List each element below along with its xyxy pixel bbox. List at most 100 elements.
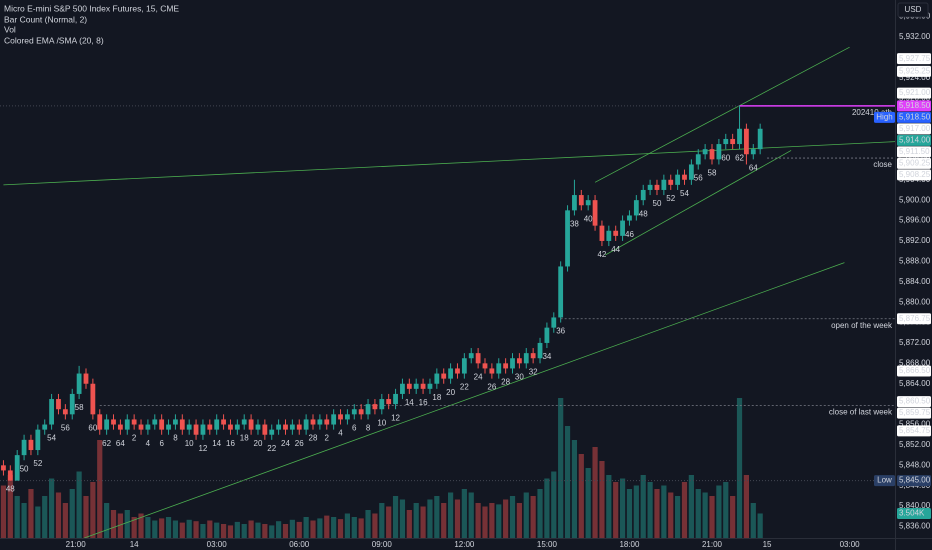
level-label: close — [873, 160, 892, 169]
volume-bar — [736, 398, 743, 538]
candle-body — [1, 465, 6, 471]
candle-body — [468, 353, 474, 359]
bar-count-label: 62 — [735, 153, 744, 162]
candle-body — [510, 358, 515, 369]
candle-body — [578, 195, 584, 206]
volume-bar — [413, 503, 419, 538]
bar-count-label: 6 — [159, 439, 164, 448]
y-tick-label: 5,932.00 — [899, 32, 931, 41]
bar-count-label: 12 — [198, 444, 207, 453]
x-tick-label: 21:00 — [66, 540, 87, 549]
price-label-box — [897, 111, 931, 123]
candle-body — [489, 368, 495, 374]
candle-body — [386, 399, 392, 405]
bar-count-label: 10 — [185, 439, 194, 448]
price-label-box — [897, 157, 931, 169]
candle-body — [90, 383, 96, 415]
candle-body — [702, 149, 708, 155]
volume-bar — [668, 492, 674, 538]
candle-body — [723, 138, 729, 145]
volume-bar — [172, 520, 179, 538]
volume-bar — [372, 513, 378, 538]
volume-bar — [214, 522, 220, 538]
candle-body — [289, 424, 295, 430]
candle-body — [688, 164, 694, 180]
price-label-box — [897, 146, 931, 158]
candle-body — [558, 266, 564, 318]
candle-body — [585, 200, 591, 206]
price-label-box — [897, 407, 931, 419]
candle-body — [627, 215, 632, 221]
candle-body — [372, 404, 378, 410]
candle-body — [455, 368, 460, 374]
volume-bar — [434, 496, 440, 538]
candle-body — [379, 399, 385, 410]
volume-bar — [358, 518, 364, 538]
volume-bar — [262, 524, 268, 538]
volume-bar — [179, 522, 185, 538]
candle-body — [76, 373, 82, 394]
volume-bar — [69, 489, 75, 538]
price-label-box — [897, 313, 931, 325]
volume-bar — [454, 499, 461, 538]
marker-tag-box — [874, 475, 895, 487]
candle-body — [97, 414, 103, 430]
candle-body — [523, 353, 529, 364]
volume-bar — [757, 513, 763, 538]
volume-bar — [227, 525, 234, 538]
price-label: 5,918.50 — [899, 101, 931, 110]
bar-count-label: 32 — [529, 367, 538, 376]
x-tick-label: 12:00 — [454, 540, 475, 549]
bar-count-label: 50 — [653, 199, 662, 208]
x-tick-label: 06:00 — [289, 540, 310, 549]
volume-bar — [42, 496, 48, 538]
candle-body — [186, 424, 192, 430]
y-tick-label: 5,900.00 — [899, 195, 931, 204]
bar-count-label: 42 — [597, 250, 606, 259]
bar-count-label: 24 — [474, 373, 483, 382]
bar-count-label: 14 — [405, 398, 414, 407]
bar-count-label: 48 — [639, 209, 648, 218]
y-tick-label: 5,924.00 — [899, 73, 931, 82]
candle-body — [117, 424, 123, 430]
price-label: 5,918.50 — [899, 112, 931, 121]
volume-bar — [83, 496, 89, 538]
volume-bar — [117, 513, 123, 538]
volume-bar — [675, 496, 681, 538]
volume-bar — [558, 398, 564, 538]
bar-count-label: 8 — [366, 424, 371, 433]
volume-bar — [475, 503, 481, 538]
volume-bar — [365, 510, 371, 538]
volume-bar — [654, 489, 660, 538]
volume-bar — [537, 489, 543, 538]
currency[interactable]: USD — [905, 5, 922, 14]
candle-body — [400, 383, 405, 394]
candle-body — [14, 455, 20, 481]
candle-body — [310, 419, 316, 425]
volume-bar — [716, 485, 722, 538]
volume-bar — [544, 478, 550, 538]
price-label-box — [897, 507, 931, 519]
marker-tag-box — [874, 111, 895, 123]
price-label-box — [897, 53, 931, 65]
currency-button[interactable] — [897, 2, 929, 18]
bar-count-label: 64 — [116, 439, 125, 448]
bar-count-label: 56 — [61, 424, 70, 433]
volume-bar — [104, 503, 110, 538]
volume-bar — [255, 522, 261, 538]
bar-count-label: 22 — [460, 383, 469, 392]
trendline — [84, 262, 845, 538]
candle-body — [358, 409, 364, 415]
volume-bar — [750, 503, 756, 538]
candle-body — [42, 424, 48, 430]
level-label: close of last week — [829, 408, 893, 417]
plot-area: 202410 ath close open of the week close of … — [0, 46, 895, 538]
volume-bar — [317, 518, 323, 538]
bar-count-label: 58 — [708, 169, 717, 178]
volume-bar — [702, 492, 708, 538]
volume-bar — [619, 478, 626, 538]
y-tick-label: 5,840.00 — [899, 501, 931, 510]
volume-bar — [633, 485, 639, 538]
volume-bar — [571, 440, 578, 538]
y-tick-label: 5,892.00 — [899, 236, 931, 245]
